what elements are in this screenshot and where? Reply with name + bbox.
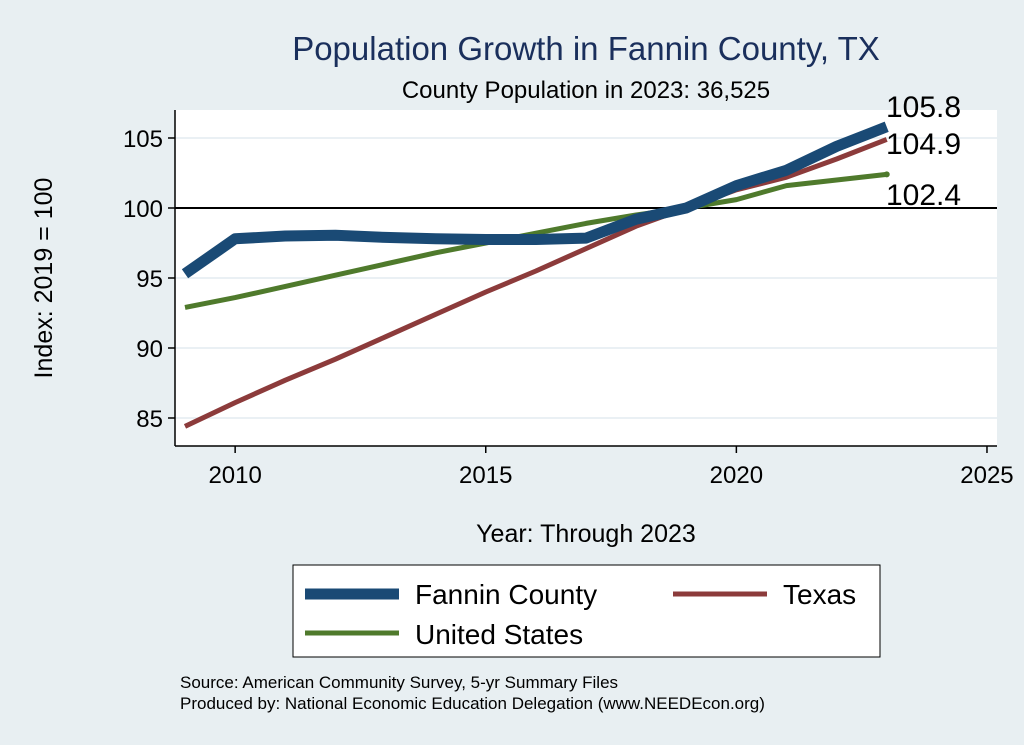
end-label-united-states: 102.4 [886, 179, 961, 212]
legend-label-fannin: Fannin County [415, 579, 597, 610]
legend-label-us: United States [415, 619, 583, 650]
y-tick-label-100: 100 [123, 196, 163, 223]
y-tick-label-105: 105 [123, 126, 163, 153]
source-line: Source: American Community Survey, 5-yr … [180, 673, 618, 692]
y-axis-label: Index: 2019 = 100 [30, 178, 58, 379]
producer-line: Produced by: National Economic Education… [180, 694, 765, 713]
chart-title: Population Growth in Fannin County, TX [292, 30, 880, 67]
end-label-fannin-county: 105.8 [886, 91, 961, 124]
end-labels: 105.8 104.9 102.4 [886, 91, 961, 212]
series-line-fannin-county [181, 121, 889, 279]
series-line-united-states [184, 171, 887, 310]
x-tick-label-2010: 2010 [208, 462, 261, 489]
legend: Fannin County Texas United States [292, 564, 881, 658]
y-ticks: 85 90 95 100 105 [123, 126, 175, 433]
series-line-texas [183, 137, 888, 429]
y-tick-label-95: 95 [136, 266, 163, 293]
y-tick-label-85: 85 [136, 406, 163, 433]
x-ticks: 2010 2015 2020 2025 [208, 446, 1014, 489]
us-end-marker [883, 171, 890, 178]
x-tick-label-2015: 2015 [459, 462, 512, 489]
x-tick-label-2025: 2025 [960, 462, 1013, 489]
x-tick-label-2020: 2020 [710, 462, 763, 489]
chart-subtitle: County Population in 2023: 36,525 [402, 77, 770, 104]
y-tick-label-90: 90 [136, 336, 163, 363]
x-axis-label: Year: Through 2023 [476, 520, 696, 548]
end-label-texas: 104.9 [886, 128, 961, 161]
series-lines [181, 121, 890, 429]
legend-label-texas: Texas [783, 579, 856, 610]
legend-box [292, 564, 881, 658]
